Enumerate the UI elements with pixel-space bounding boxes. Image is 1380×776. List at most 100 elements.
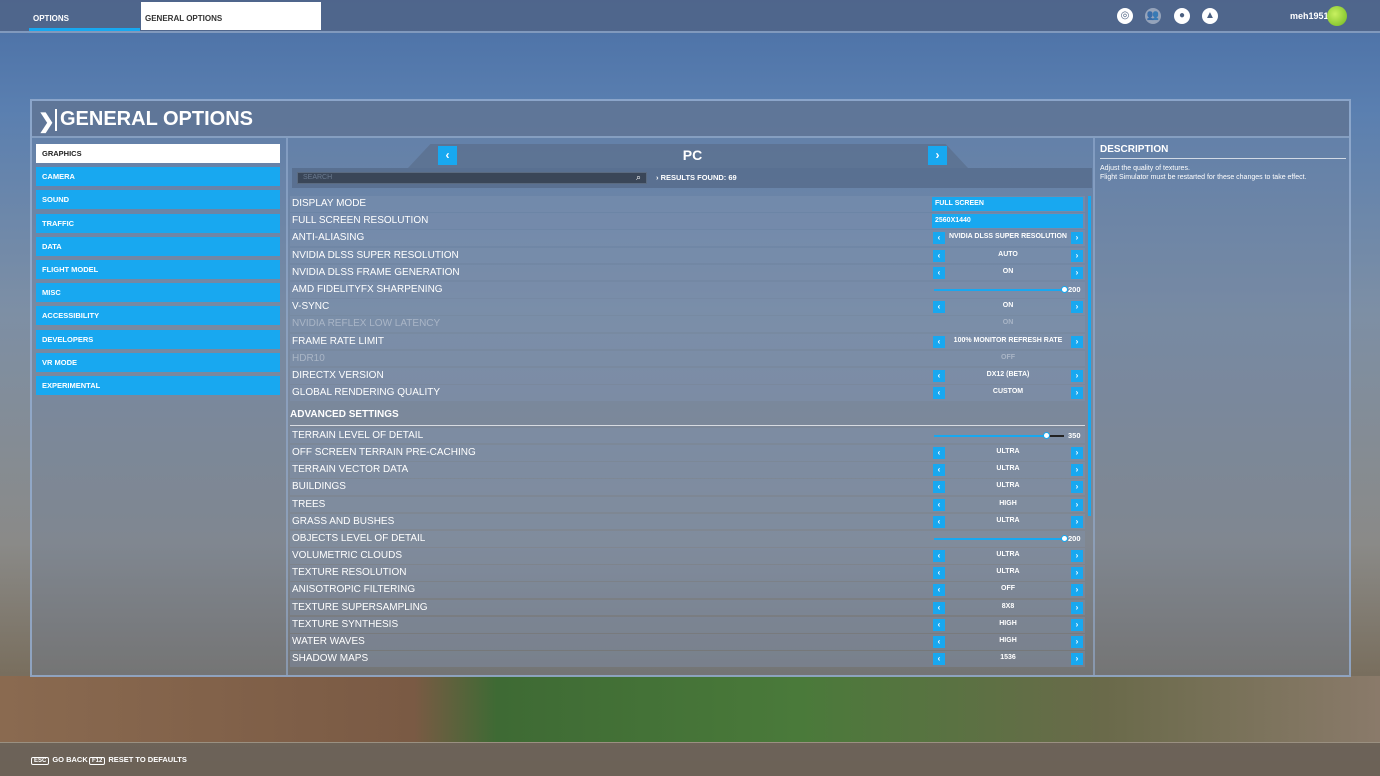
display-mode-dropdown[interactable]: FULL SCREEN	[932, 197, 1083, 211]
next-value-button[interactable]: ›	[1071, 584, 1083, 597]
prev-value-button[interactable]: ‹	[933, 601, 945, 614]
profile-next-button[interactable]: ›	[928, 146, 947, 165]
sidebar-item-developers[interactable]: DEVELOPERS	[36, 329, 280, 349]
prev-value-button[interactable]: ‹	[933, 387, 945, 400]
tab-general-options[interactable]: GENERAL OPTIONS	[141, 2, 321, 30]
notifications-icon[interactable]: ▲	[1202, 8, 1218, 24]
sidebar-item-sound[interactable]: SOUND	[36, 190, 280, 210]
prev-value-button[interactable]: ‹	[933, 481, 945, 494]
prev-value-button[interactable]: ‹	[933, 653, 945, 666]
next-value-button[interactable]: ›	[1071, 249, 1083, 262]
profile-prev-button[interactable]: ‹	[438, 146, 457, 165]
sidebar-item-camera[interactable]: CAMERA	[36, 167, 280, 187]
prev-value-button[interactable]: ‹	[933, 249, 945, 262]
friends-icon[interactable]: 👥	[1145, 8, 1161, 24]
setting-row-water-waves[interactable]: WATER WAVES ‹ HIGH ›	[290, 634, 1085, 650]
next-value-button[interactable]: ›	[1071, 232, 1083, 245]
sidebar-item-experimental[interactable]: EXPERIMENTAL	[36, 375, 280, 395]
setting-row-nvidia-dlss-frame-generation[interactable]: NVIDIA DLSS FRAME GENERATION ‹ ON ›	[290, 264, 1085, 281]
prev-value-button[interactable]: ‹	[933, 464, 945, 477]
prev-value-button[interactable]: ‹	[933, 550, 945, 563]
sidebar-item-vr-mode[interactable]: VR MODE	[36, 352, 280, 372]
slider-value: 200	[1068, 284, 1081, 294]
next-value-button[interactable]: ›	[1071, 498, 1083, 511]
setting-row-terrain-vector-data[interactable]: TERRAIN VECTOR DATA ‹ ULTRA ›	[290, 462, 1085, 478]
setting-row-shadow-maps[interactable]: SHADOW MAPS ‹ 1536 ›	[290, 651, 1085, 667]
next-value-button[interactable]: ›	[1071, 550, 1083, 563]
scrollbar[interactable]	[1088, 196, 1091, 516]
next-value-button[interactable]: ›	[1071, 601, 1083, 614]
prev-value-button[interactable]: ‹	[933, 266, 945, 279]
prev-value-button[interactable]: ‹	[933, 335, 945, 348]
sidebar-item-flight-model[interactable]: FLIGHT MODEL	[36, 259, 280, 279]
setting-row-nvidia-dlss-super-resolution[interactable]: NVIDIA DLSS SUPER RESOLUTION ‹ AUTO ›	[290, 247, 1085, 264]
next-value-button[interactable]: ›	[1071, 567, 1083, 580]
prev-value-button[interactable]: ‹	[933, 232, 945, 245]
setting-row-texture-supersampling[interactable]: TEXTURE SUPERSAMPLING ‹ 8X8 ›	[290, 599, 1085, 616]
setting-row-full-screen-resolution[interactable]: FULL SCREEN RESOLUTION 2560X1440	[290, 213, 1085, 229]
setting-row-display-mode[interactable]: DISPLAY MODE FULL SCREEN	[290, 196, 1085, 212]
next-value-button[interactable]: ›	[1071, 481, 1083, 494]
next-value-button[interactable]: ›	[1071, 515, 1083, 528]
prev-value-button[interactable]: ‹	[933, 301, 945, 314]
sidebar-item-data[interactable]: DATA	[36, 236, 280, 256]
sidebar-item-misc[interactable]: MISC	[36, 283, 280, 303]
full-screen-resolution-dropdown[interactable]: 2560X1440	[932, 214, 1083, 229]
avatar[interactable]	[1327, 6, 1347, 26]
slider-handle[interactable]	[1061, 285, 1068, 293]
profile-icon[interactable]: ●	[1174, 8, 1190, 24]
slider-handle[interactable]	[1042, 431, 1050, 439]
prev-value-button[interactable]: ‹	[933, 636, 945, 648]
sidebar-item-accessibility[interactable]: ACCESSIBILITY	[36, 306, 280, 326]
setting-row-anti-aliasing[interactable]: ANTI-ALIASING ‹ NVIDIA DLSS SUPER RESOLUTI…	[290, 230, 1085, 247]
general-options-panel: ❯ GENERAL OPTIONS GRAPHICS CAMERA SOUND TRA…	[30, 99, 1351, 677]
search-icon[interactable]: ⌕	[636, 172, 642, 182]
next-value-button[interactable]: ›	[1071, 446, 1083, 459]
sidebar-item-traffic[interactable]: TRAFFIC	[36, 213, 280, 233]
sidebar-item-graphics[interactable]: GRAPHICS	[36, 144, 280, 163]
go-back-button[interactable]: ESC GO BACK	[31, 755, 88, 765]
prev-value-button[interactable]: ‹	[933, 567, 945, 580]
setting-row-buildings[interactable]: BUILDINGS ‹ ULTRA ›	[290, 479, 1085, 495]
setting-row-grass-and-bushes[interactable]: GRASS AND BUSHES ‹ ULTRA ›	[290, 513, 1085, 530]
next-value-button[interactable]: ›	[1071, 301, 1083, 314]
setting-label: TERRAIN VECTOR DATA	[292, 464, 409, 476]
setting-row-frame-rate-limit[interactable]: FRAME RATE LIMIT ‹ 100% MONITOR REFRESH RA…	[290, 333, 1085, 350]
next-value-button[interactable]: ›	[1071, 464, 1083, 477]
setting-row-global-rendering-quality[interactable]: GLOBAL RENDERING QUALITY ‹ CUSTOM ›	[290, 385, 1085, 401]
setting-row-objects-level-of-detail[interactable]: OBJECTS LEVEL OF DETAIL 200	[290, 530, 1085, 547]
prev-value-button[interactable]: ‹	[933, 369, 945, 382]
setting-row-off-screen-terrain-pre-caching[interactable]: OFF SCREEN TERRAIN PRE-CACHING ‹ ULTRA ›	[290, 444, 1085, 461]
setting-row-terrain-level-of-detail[interactable]: TERRAIN LEVEL OF DETAIL 350	[290, 427, 1085, 444]
section-header: ADVANCED SETTINGS	[290, 402, 1085, 427]
username[interactable]: meh1951	[1290, 11, 1329, 21]
slider-handle[interactable]	[1061, 534, 1068, 542]
setting-row-anisotropic-filtering[interactable]: ANISOTROPIC FILTERING ‹ OFF ›	[290, 582, 1085, 599]
amd-fidelityfx-sharpening-slider[interactable]	[934, 285, 1068, 293]
setting-row-volumetric-clouds[interactable]: VOLUMETRIC CLOUDS ‹ ULTRA ›	[290, 548, 1085, 564]
prev-value-button[interactable]: ‹	[933, 515, 945, 528]
activity-icon[interactable]: ◎	[1117, 8, 1133, 24]
next-value-button[interactable]: ›	[1071, 387, 1083, 400]
next-value-button[interactable]: ›	[1071, 335, 1083, 348]
reset-defaults-button[interactable]: F12 RESET TO DEFAULTS	[89, 755, 187, 765]
setting-row-texture-resolution[interactable]: TEXTURE RESOLUTION ‹ ULTRA ›	[290, 565, 1085, 581]
setting-row-directx-version[interactable]: DIRECTX VERSION ‹ DX12 (BETA) ›	[290, 367, 1085, 384]
next-value-button[interactable]: ›	[1071, 636, 1083, 648]
objects-level-of-detail-slider[interactable]	[934, 534, 1068, 542]
next-value-button[interactable]: ›	[1071, 653, 1083, 666]
setting-row-texture-synthesis[interactable]: TEXTURE SYNTHESIS ‹ HIGH ›	[290, 616, 1085, 633]
setting-row-trees[interactable]: TREES ‹ HIGH ›	[290, 496, 1085, 513]
next-value-button[interactable]: ›	[1071, 618, 1083, 631]
next-value-button[interactable]: ›	[1071, 266, 1083, 279]
search-input[interactable]: SEARCH	[297, 172, 647, 184]
prev-value-button[interactable]: ‹	[933, 584, 945, 597]
setting-row-amd-fidelityfx-sharpening[interactable]: AMD FIDELITYFX SHARPENING 200	[290, 281, 1085, 298]
terrain-level-of-detail-slider[interactable]	[934, 431, 1064, 439]
prev-value-button[interactable]: ‹	[933, 498, 945, 511]
prev-value-button[interactable]: ‹	[933, 446, 945, 459]
tab-options[interactable]: OPTIONS	[29, 2, 140, 31]
next-value-button[interactable]: ›	[1071, 369, 1083, 382]
prev-value-button[interactable]: ‹	[933, 618, 945, 631]
setting-row-v-sync[interactable]: V-SYNC ‹ ON ›	[290, 299, 1085, 315]
